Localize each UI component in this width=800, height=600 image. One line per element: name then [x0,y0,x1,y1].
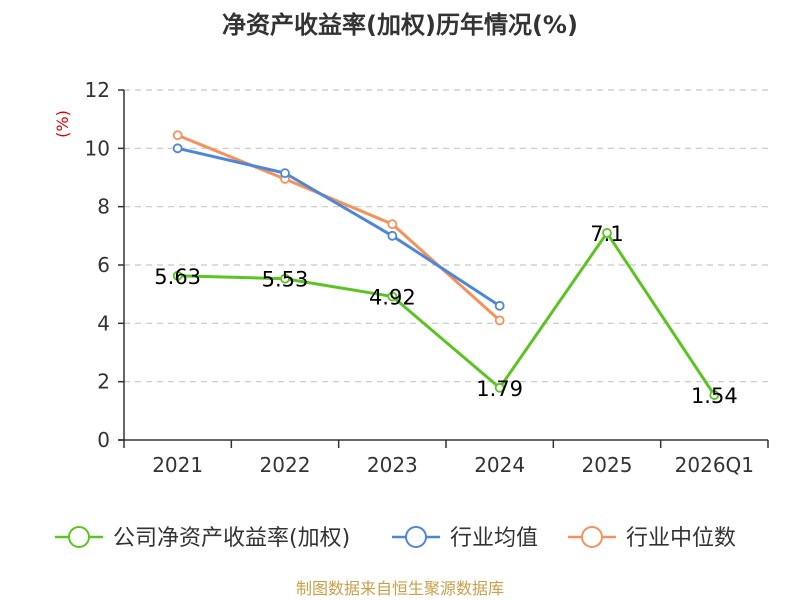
x-tick-label: 2021 [152,453,203,477]
legend-item-1[interactable]: 行业均值 [392,526,538,551]
x-tick-label: 2024 [474,453,525,477]
y-tick-label: 8 [97,195,110,219]
legend-marker [68,526,90,548]
data-point [709,390,720,400]
y-axis-unit: (%) [53,110,72,138]
data-point [387,230,398,241]
data-point [172,130,183,141]
data-point [387,291,398,302]
legend-marker [405,526,427,548]
series-line-0 [177,231,716,396]
y-tick-label: 4 [97,311,110,335]
data-label: 4.92 [369,286,416,310]
data-labels: 5.63 5.53 4.92 1.79 7.1 1.54 [154,222,737,408]
series [172,130,720,400]
y-tick-label: 0 [97,428,110,452]
x-tick-label: 2022 [260,453,311,477]
data-point [172,270,183,281]
legend-marker [581,526,603,548]
y-tick-label: 10 [85,136,110,160]
chart-title: 净资产收益率(加权)历年情况(%) [222,11,578,39]
data-point [494,382,505,393]
data-label: 5.53 [262,268,309,292]
x-tick-label: 2023 [367,453,418,477]
data-point [172,143,183,154]
source-note: 制图数据来自恒生聚源数据库 [296,579,504,598]
data-point [280,168,290,179]
data-point [494,315,505,326]
data-point [602,228,612,238]
data-label: 1.79 [476,377,523,401]
grid [124,89,768,383]
legend-item-2[interactable]: 行业中位数 [568,526,736,551]
legend-label: 行业中位数 [626,526,736,551]
data-label: 7.1 [590,222,623,246]
data-point [494,300,505,311]
axes: 0 2 4 6 8 10 12 2021 2022 2023 2024 2025 2026Q1 [85,78,769,477]
legend-label: 行业均值 [450,526,538,551]
x-tick-label: 2026Q1 [675,453,754,477]
y-tick-label: 12 [85,78,110,102]
data-label: 1.54 [691,384,738,408]
series-line-1 [177,146,501,308]
legend-item-0[interactable]: 公司净资产收益率(加权) [55,526,350,551]
data-point [280,273,290,284]
legend[interactable]: 公司净资产收益率(加权) 行业均值 行业中位数 [55,526,736,551]
legend-label: 公司净资产收益率(加权) [113,526,350,551]
data-point [387,219,398,230]
y-tick-label: 6 [97,253,110,277]
x-tick-label: 2025 [582,453,633,477]
data-label: 5.63 [154,265,201,289]
series-line-2 [177,133,501,322]
y-tick-label: 2 [97,370,110,394]
